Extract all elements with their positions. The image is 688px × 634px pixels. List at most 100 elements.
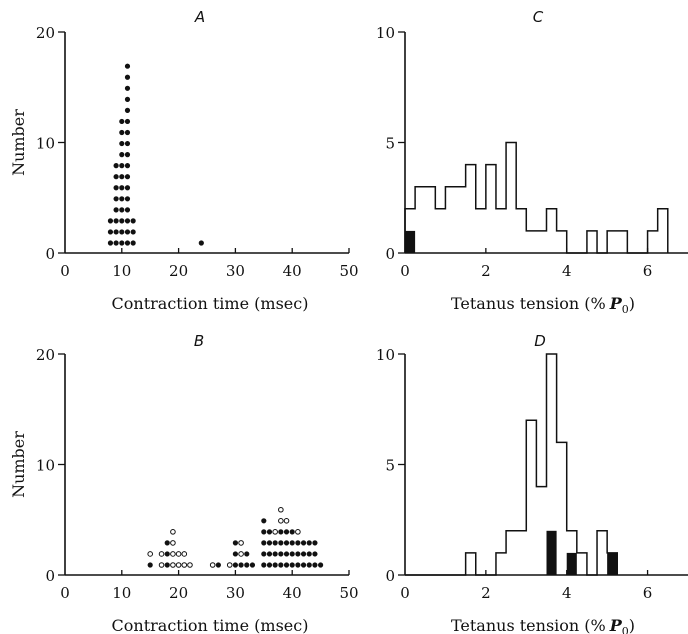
y-tick-label: 0 [45,567,55,585]
data-point-open [272,529,278,535]
data-point-filled [107,229,114,235]
data-point-filled [198,240,204,246]
data-point-filled [130,229,136,235]
data-point-filled [266,529,273,535]
x-axis-title: Contraction time (msec) [112,616,309,634]
data-point-filled [295,540,301,546]
data-point-filled [124,140,131,147]
data-point-open [170,540,176,546]
x-tick-label: 0 [60,584,70,602]
panel-letter: D [534,332,546,350]
data-point-filled [283,551,290,557]
x-axis-title-symbol: P [609,294,623,313]
hist-bar-filled [607,552,618,575]
data-point-open [238,540,244,546]
data-point-filled [119,207,125,213]
data-point-filled [232,540,238,546]
x-axis-title-symbol: P [609,616,623,634]
data-point-filled [119,185,125,191]
data-point-filled [119,240,125,246]
x-tick-label: 2 [481,584,491,602]
data-point-open [175,562,182,568]
x-tick-label: 40 [283,584,302,602]
x-axis-title-text: Tetanus tension (% [451,616,606,634]
data-point-open [209,562,216,568]
data-point-filled [300,562,307,568]
panel-a: A 0 10 20 30 40 50 0 10 20 Contraction time (msec)… [9,8,359,313]
panel-letter: B [194,332,204,350]
data-point-filled [164,562,170,568]
data-point-filled [124,129,131,136]
data-point-filled [113,240,119,246]
panel-b: B 0 10 20 30 40 50 0 10 20 Contraction time (msec)… [9,332,359,634]
data-point-filled [124,207,131,213]
data-point-filled [124,174,131,180]
x-tick-label: 0 [400,262,410,280]
data-point-filled [261,529,267,535]
data-point-filled [107,240,114,246]
data-point-filled [244,562,250,568]
x-tick-label: 4 [562,262,572,280]
data-point-open [278,518,284,524]
x-axis-title: Tetanus tension (% P0) [451,616,635,634]
data-point-filled [215,562,221,568]
y-axis-title: Number [9,431,28,498]
data-point-filled [113,185,119,191]
data-point-filled [119,196,125,202]
data-point-open [295,529,301,535]
data-point-filled [238,562,244,568]
hist-bar-filled [566,552,577,575]
data-point-filled [124,196,131,202]
data-point-filled [124,96,131,102]
data-point-open [187,562,193,568]
x-tick-label: 6 [643,584,653,602]
data-point-open [170,529,176,535]
data-point-filled [266,562,273,568]
data-point-filled [147,562,153,568]
data-point-filled [119,118,125,125]
data-point-filled [306,562,312,568]
panel-letter: C [533,8,544,26]
data-point-filled [244,551,250,557]
x-axis-title-subscript: 0 [622,625,629,634]
y-tick-label: 10 [376,346,395,364]
data-point-filled [306,540,312,546]
data-point-open [158,551,165,557]
data-point-filled [278,562,284,568]
data-point-filled [113,174,119,180]
data-point-filled [113,229,119,235]
data-point-filled [249,562,256,568]
data-point-filled [124,74,131,80]
data-point-filled [261,518,267,524]
data-point-filled [113,218,119,224]
data-point-filled [300,540,307,546]
data-point-filled [113,163,119,169]
x-axis-title: Tetanus tension (% P0) [451,294,635,316]
data-point-filled [283,562,290,568]
y-tick-label: 20 [36,346,55,364]
x-axis-title-subscript: 0 [622,303,629,316]
data-point-filled [107,218,114,224]
data-point-filled [124,118,131,125]
y-tick-label: 5 [385,135,395,153]
y-axis-title: Number [9,109,28,176]
data-point-open [170,562,176,568]
data-point-filled [272,551,278,557]
data-point-filled [312,551,318,557]
x-tick-label: 4 [562,584,572,602]
data-point-filled [119,129,125,136]
y-tick-label: 10 [36,457,55,475]
data-point-filled [272,562,278,568]
panel-letter: A [194,8,205,26]
data-point-filled [130,218,136,224]
data-point-open [170,551,176,557]
data-point-open [226,562,233,568]
x-axis-title-close: ) [629,616,635,634]
data-point-filled [266,540,273,546]
data-point-filled [278,529,284,535]
data-point-open [147,551,153,557]
x-tick-label: 10 [112,262,131,280]
data-point-open [238,551,244,557]
